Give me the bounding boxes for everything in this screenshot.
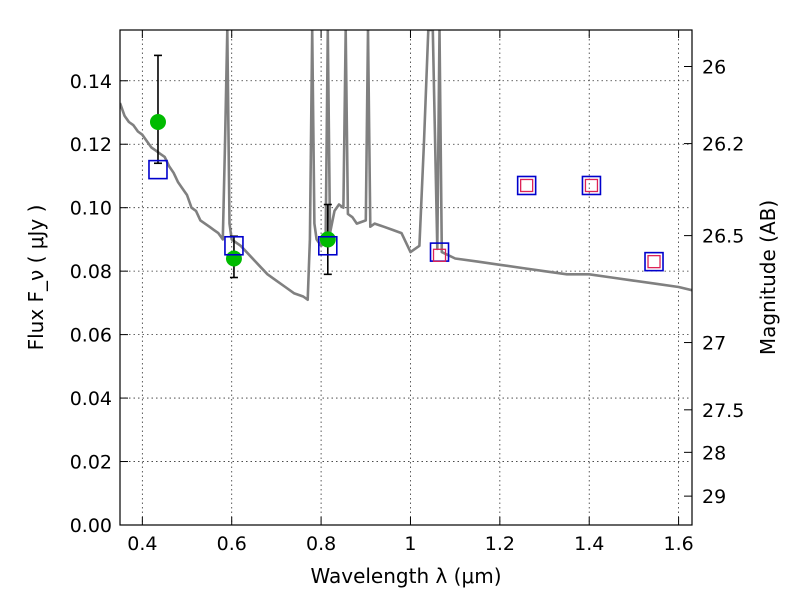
- y2-tick-label: 27.5: [702, 400, 744, 422]
- x-tick-label: 1: [404, 533, 416, 555]
- model-flux-square: [581, 175, 602, 196]
- y-axis-label: Flux F_ν ( μJy ): [24, 205, 48, 351]
- observed-flux-point: [319, 231, 336, 248]
- y-tick-label: 0.10: [70, 198, 112, 220]
- model-flux-square: [224, 235, 244, 256]
- model-flux-square: [317, 235, 338, 256]
- model-flux-square: [148, 159, 168, 180]
- y2-axis-label: Magnitude (AB): [756, 200, 780, 355]
- y-tick-label: 0.04: [70, 388, 112, 410]
- y2-tick-label: 26: [702, 56, 726, 78]
- y-tick-label: 0.12: [70, 134, 112, 156]
- x-tick-label: 0.4: [127, 533, 157, 555]
- model-flux-square-red: [584, 178, 599, 193]
- model-flux-square-red: [432, 248, 447, 262]
- x-tick-label: 0.8: [306, 533, 336, 555]
- y2-tick-label: 28: [702, 442, 726, 464]
- y2-tick-label: 27: [702, 333, 726, 355]
- y-tick-label: 0.14: [70, 71, 112, 93]
- y-tick-label: 0.02: [70, 452, 112, 474]
- axis-ticks: 0.4 0.6 0.8 1 1.2 1.4 1.6 0.00 0.02 0.04 0.06 0.08 0…: [70, 30, 744, 555]
- x-axis-label: Wavelength λ (μm): [310, 564, 501, 588]
- x-tick-label: 0.6: [217, 533, 247, 555]
- observed-flux-point: [225, 250, 242, 267]
- x-tick-label: 1.6: [663, 533, 693, 555]
- x-tick-label: 1.4: [574, 533, 604, 555]
- y-tick-label: 0.06: [70, 325, 112, 347]
- plot-frame: [119, 29, 693, 526]
- x-tick-label: 1.2: [485, 533, 515, 555]
- model-spectrum-line: [120, 30, 692, 302]
- plot-area: [120, 30, 692, 302]
- model-flux-square-red: [520, 178, 534, 193]
- y2-tick-label: 29: [702, 486, 726, 508]
- y-tick-label: 0.08: [70, 261, 112, 283]
- observed-flux-point: [149, 114, 166, 131]
- model-flux-square: [644, 251, 664, 272]
- y-tick-label: 0.00: [70, 515, 112, 537]
- plot-clip-group: [120, 30, 692, 302]
- y2-tick-label: 26.2: [702, 134, 744, 156]
- model-flux-square: [516, 175, 537, 196]
- y2-tick-label: 26.5: [702, 226, 744, 248]
- model-flux-square-red: [647, 254, 661, 269]
